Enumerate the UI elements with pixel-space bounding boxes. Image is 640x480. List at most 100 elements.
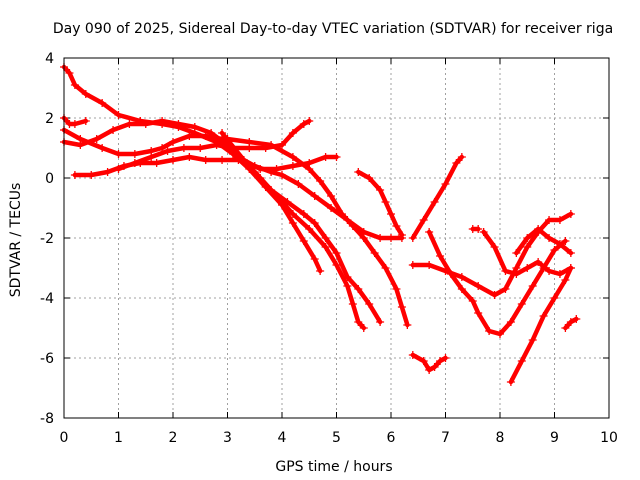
data-point-marker	[245, 138, 254, 146]
data-point-marker	[288, 210, 297, 218]
data-point-marker	[179, 144, 188, 152]
data-point-marker	[523, 234, 532, 242]
data-point-marker	[452, 159, 461, 167]
data-point-marker	[348, 300, 357, 308]
data-point-marker	[397, 231, 406, 239]
data-point-marker	[566, 210, 575, 218]
data-point-marker	[474, 282, 483, 290]
data-point-marker	[528, 336, 537, 344]
data-point-marker	[316, 267, 325, 275]
data-point-marker	[534, 225, 543, 233]
data-point-marker	[114, 165, 123, 173]
series-trace-1	[60, 63, 325, 275]
x-tick-label: 6	[387, 430, 396, 446]
data-point-marker	[376, 186, 385, 194]
data-point-marker	[70, 171, 79, 179]
data-point-marker	[403, 321, 412, 329]
data-point-marker	[441, 180, 450, 188]
data-point-marker	[408, 261, 417, 269]
data-point-marker	[141, 120, 150, 128]
x-tick-label: 3	[223, 430, 232, 446]
data-point-marker	[305, 117, 314, 125]
data-point-marker	[185, 132, 194, 140]
data-point-marker	[387, 234, 395, 242]
data-point-marker	[81, 117, 90, 125]
data-point-marker	[566, 264, 575, 272]
data-point-marker	[321, 243, 330, 251]
data-point-marker	[103, 168, 112, 176]
series-trace-18	[468, 225, 483, 233]
data-point-marker	[457, 153, 466, 161]
data-point-marker	[528, 282, 537, 290]
data-point-marker	[332, 249, 341, 257]
data-point-marker	[332, 153, 341, 161]
y-tick-label: 4	[45, 51, 54, 67]
data-point-marker	[381, 198, 390, 206]
data-point-marker	[185, 153, 194, 161]
data-point-marker	[337, 210, 346, 218]
y-tick-label: 0	[45, 171, 54, 187]
data-point-marker	[561, 276, 570, 284]
series-trace	[116, 118, 312, 172]
data-point-marker	[506, 318, 515, 326]
data-point-marker	[555, 216, 564, 224]
data-point-marker	[566, 249, 575, 257]
data-point-marker	[561, 324, 570, 332]
data-point-marker	[196, 144, 205, 152]
data-point-marker	[158, 117, 167, 125]
data-point-marker	[436, 252, 445, 260]
data-point-marker	[468, 297, 477, 305]
data-point-marker	[321, 153, 330, 161]
plot-frame	[63, 57, 610, 419]
data-point-marker	[457, 273, 466, 281]
data-point-marker	[130, 150, 139, 158]
data-point-marker	[392, 285, 401, 293]
data-point-marker	[397, 303, 406, 311]
data-point-marker	[305, 225, 314, 233]
series-trace	[514, 226, 574, 256]
data-point-marker	[174, 120, 183, 128]
data-point-marker	[392, 222, 401, 230]
series-trace-10	[408, 153, 466, 242]
data-point-marker	[169, 138, 177, 146]
data-point-marker	[288, 219, 297, 227]
data-point-marker	[70, 81, 79, 89]
data-point-marker	[430, 198, 439, 206]
data-point-marker	[457, 285, 466, 293]
series-trace-14	[506, 264, 575, 386]
data-point-marker	[425, 366, 434, 374]
data-point-marker	[359, 234, 368, 242]
data-point-marker	[169, 156, 177, 164]
data-point-marker	[65, 69, 74, 77]
data-point-marker	[294, 180, 303, 188]
series-trace-8	[223, 135, 412, 329]
data-point-marker	[76, 141, 85, 149]
series-trace	[410, 154, 465, 241]
data-point-marker	[425, 261, 434, 269]
data-point-marker	[327, 192, 336, 200]
series-trace-9	[354, 168, 406, 239]
data-point-marker	[468, 225, 477, 233]
data-point-marker	[572, 315, 581, 323]
data-point-marker	[278, 141, 286, 149]
x-tick-label: 9	[550, 430, 559, 446]
data-point-marker	[512, 249, 521, 257]
data-point-marker	[501, 267, 510, 275]
data-point-marker	[441, 267, 450, 275]
x-axis-label: GPS time / hours	[275, 459, 392, 475]
x-tick-label: 1	[114, 430, 123, 446]
x-tick-label: 8	[496, 430, 505, 446]
data-point-marker	[288, 153, 297, 161]
data-point-marker	[114, 111, 123, 119]
data-point-marker	[130, 159, 139, 167]
data-point-marker	[425, 228, 434, 236]
data-point-marker	[267, 186, 276, 194]
series-trace-2	[60, 114, 90, 128]
data-point-marker	[517, 357, 526, 365]
data-point-marker	[114, 150, 123, 158]
data-point-marker	[327, 204, 336, 212]
data-point-marker	[359, 324, 368, 332]
y-tick-label: -2	[40, 231, 54, 247]
series-trace-13	[479, 228, 575, 278]
data-point-marker	[256, 165, 265, 173]
